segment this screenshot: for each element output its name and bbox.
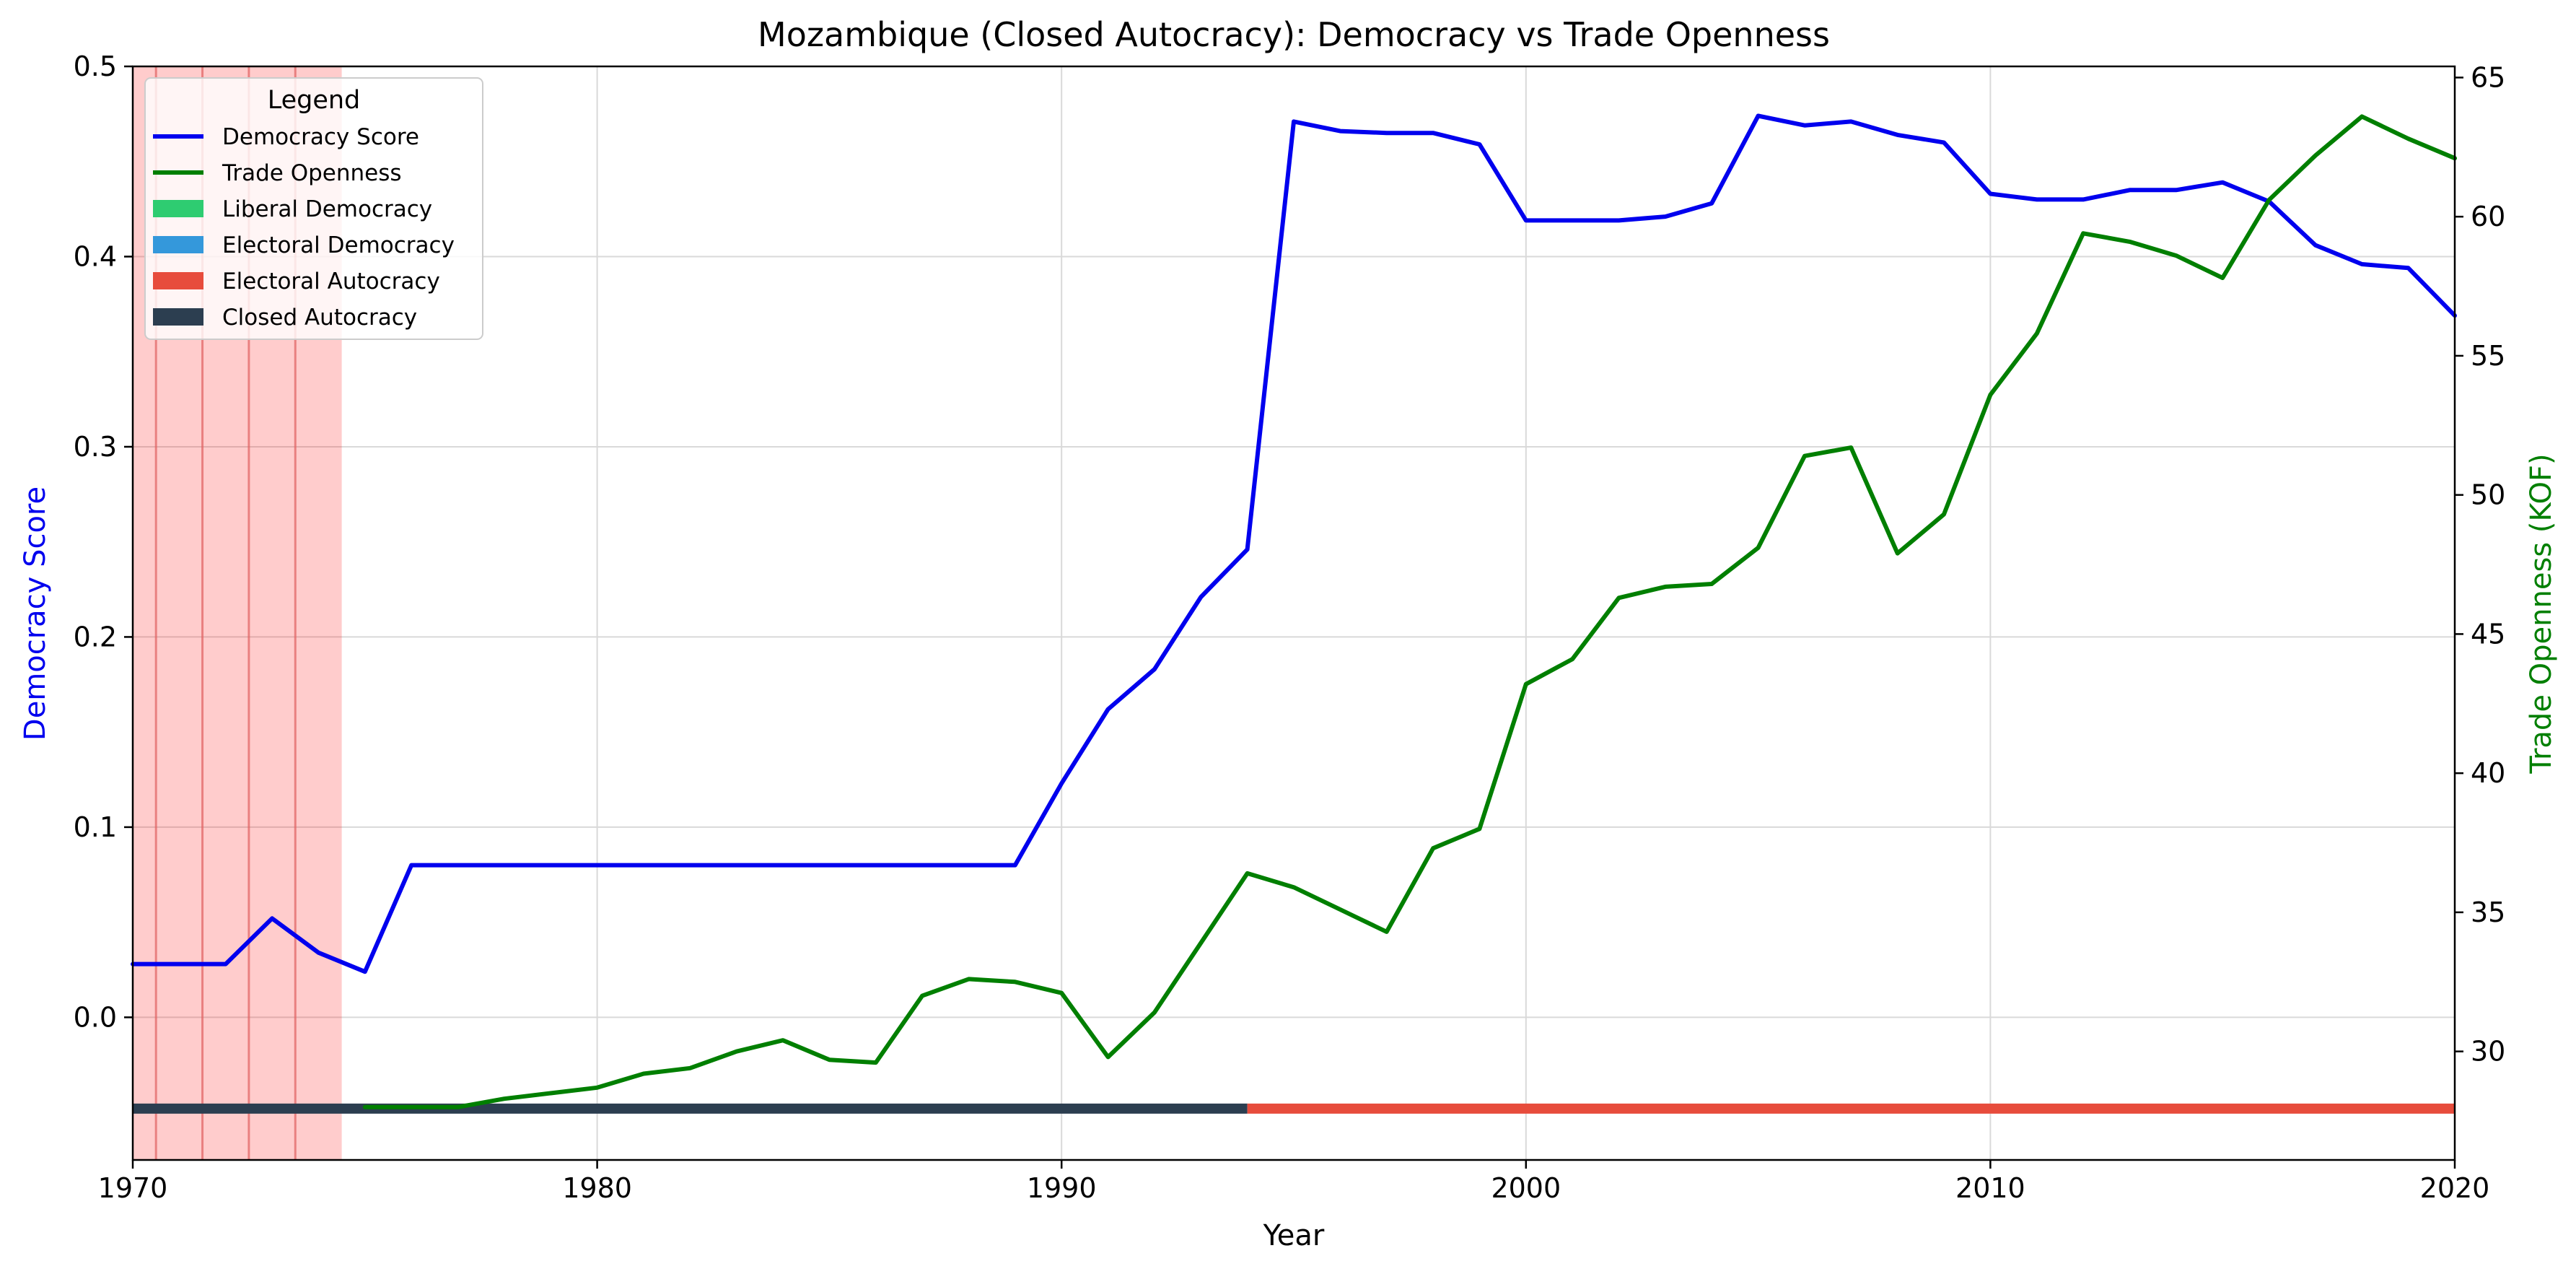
y-axis-left-label: Democracy Score <box>19 487 52 741</box>
x-tick-label: 1970 <box>98 1172 168 1204</box>
chart-title: Mozambique (Closed Autocracy): Democracy… <box>758 15 1830 54</box>
legend-entries: Democracy Score Trade Openness Liberal Dem… <box>153 124 455 331</box>
x-tick-label: 1990 <box>1027 1172 1097 1204</box>
legend-label: Liberal Democracy <box>222 196 432 222</box>
series-line <box>362 114 2457 1109</box>
x-tick-label: 2020 <box>2420 1172 2490 1204</box>
legend-label: Trade Openness <box>222 160 402 186</box>
legend-swatch-patch <box>153 308 203 326</box>
y-left-tick-label: 0.0 <box>74 1001 117 1033</box>
series-lines <box>131 113 2457 1109</box>
y-left-tick-label: 0.5 <box>74 51 117 82</box>
legend-label: Electoral Autocracy <box>222 269 440 294</box>
plot-frame <box>131 65 2456 1161</box>
y-left-tick-label: 0.4 <box>74 240 117 272</box>
y-right-tick-label: 45 <box>2471 618 2505 650</box>
x-tick-label: 1980 <box>562 1172 632 1204</box>
y-axis-right: 30 35 40 45 50 55 60 65 <box>2455 61 2505 1068</box>
y-left-tick-label: 0.3 <box>74 431 117 463</box>
y-axis-left: 0.0 0.1 0.2 0.3 0.4 0.5 <box>74 51 133 1033</box>
y-right-tick-label: 55 <box>2471 340 2505 372</box>
legend-title: Legend <box>268 86 361 115</box>
legend-label: Democracy Score <box>222 124 419 150</box>
x-tick-label: 2010 <box>1955 1172 2025 1204</box>
legend-label: Electoral Democracy <box>222 232 455 258</box>
legend-box <box>144 77 483 340</box>
legend-swatch-patch <box>153 236 203 253</box>
legend-swatch-patch <box>153 200 203 217</box>
y-left-tick-label: 0.2 <box>74 621 117 653</box>
plot-area <box>133 66 2455 1160</box>
y-right-tick-label: 30 <box>2471 1036 2505 1068</box>
x-axis: 1970 1980 1990 2000 2010 2020 <box>98 1160 2490 1204</box>
x-tick-label: 2000 <box>1491 1172 1561 1204</box>
y-right-tick-label: 50 <box>2471 479 2505 511</box>
y-axis-right-label: Trade Openness (KOF) <box>2525 453 2558 774</box>
y-right-tick-label: 65 <box>2471 61 2505 93</box>
y-right-tick-label: 40 <box>2471 757 2505 789</box>
x-axis-label: Year <box>1263 1219 1325 1252</box>
legend: Legend Democracy Score Trade Openness Libe… <box>144 77 483 340</box>
legend-swatch-patch <box>153 272 203 289</box>
y-right-tick-label: 60 <box>2471 201 2505 232</box>
y-right-tick-label: 35 <box>2471 896 2505 928</box>
legend-label: Closed Autocracy <box>222 305 417 331</box>
y-left-tick-label: 0.1 <box>74 811 117 843</box>
series-line <box>131 113 2457 974</box>
